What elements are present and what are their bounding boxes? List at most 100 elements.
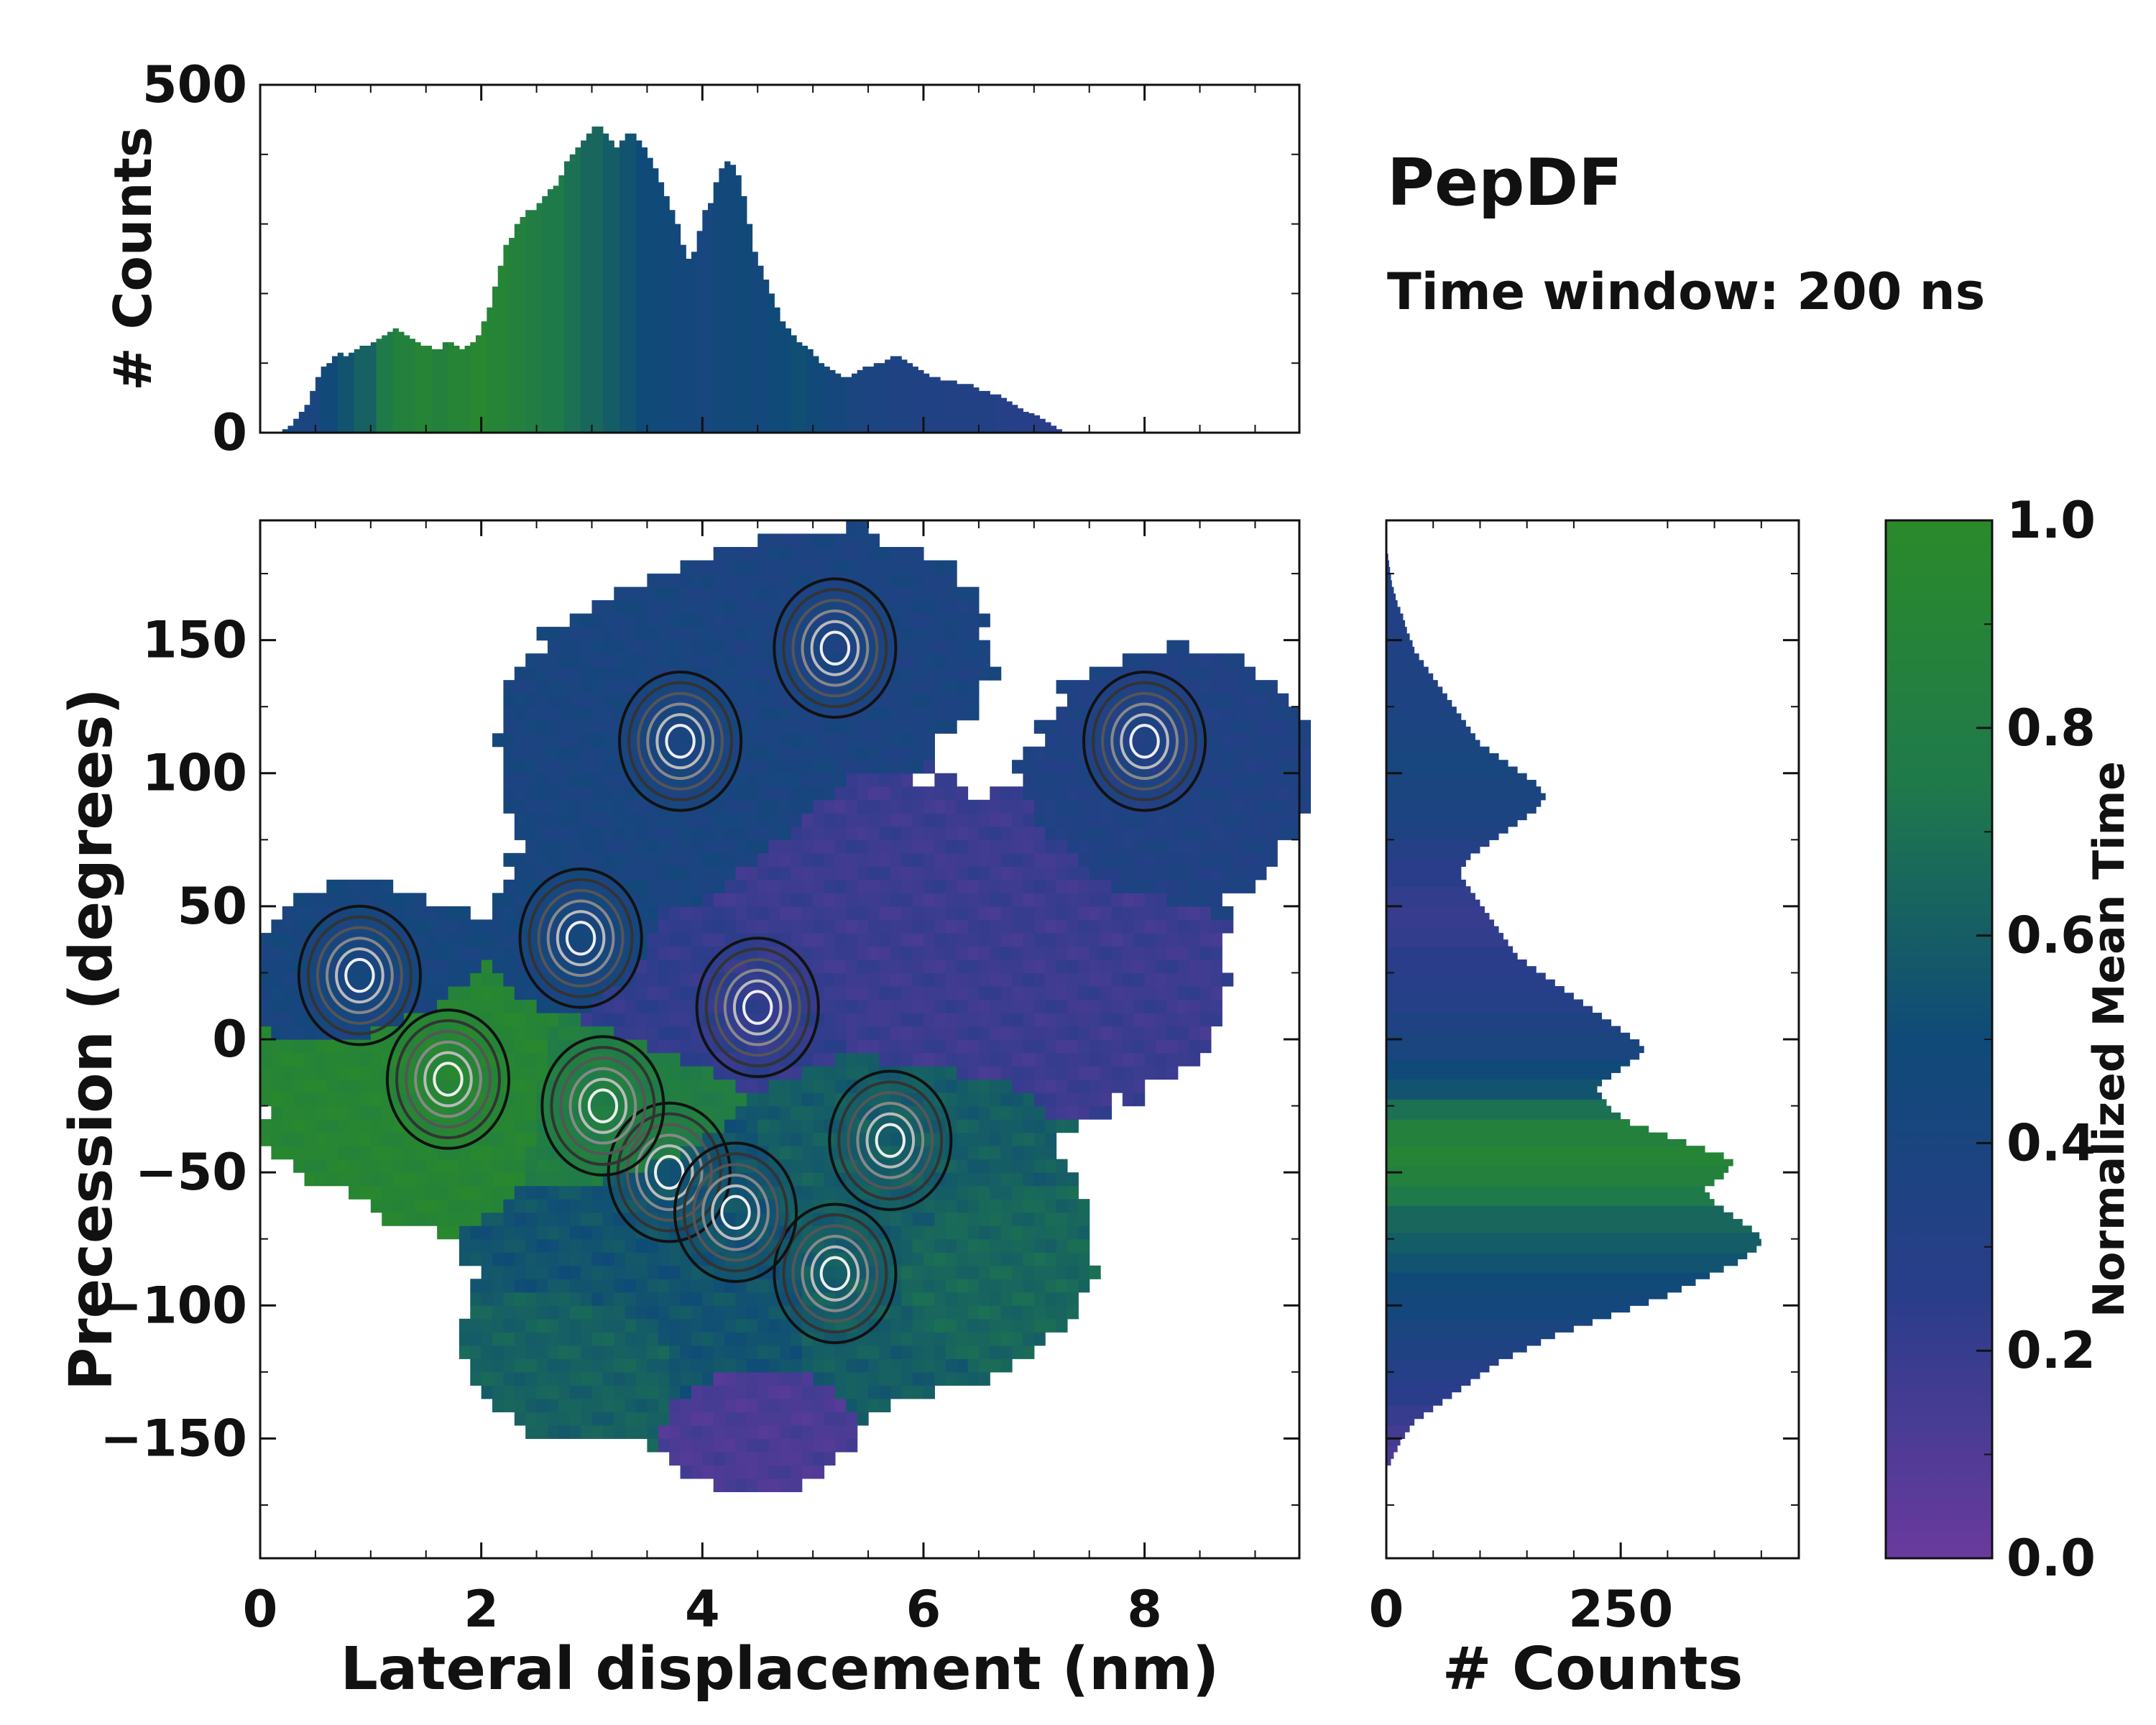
heatmap-cell bbox=[846, 1159, 858, 1173]
heatmap-cell bbox=[591, 627, 604, 641]
heatmap-cell bbox=[857, 533, 869, 548]
heatmap-cell bbox=[448, 906, 460, 920]
heatmap-cell bbox=[591, 852, 604, 867]
heatmap-cell bbox=[735, 852, 747, 867]
heatmap-cell bbox=[647, 1279, 659, 1293]
heatmap-cell bbox=[647, 1238, 659, 1253]
heatmap-cell bbox=[724, 640, 737, 654]
heatmap-cell bbox=[978, 1345, 990, 1359]
heatmap-cell bbox=[370, 1185, 382, 1200]
contour-line bbox=[856, 1101, 925, 1179]
heatmap-cell bbox=[813, 852, 825, 867]
heatmap-cell bbox=[1033, 1172, 1046, 1187]
heatmap-cell bbox=[978, 666, 990, 681]
heatmap-cell bbox=[669, 1425, 681, 1439]
heatmap-cell bbox=[967, 1172, 980, 1187]
right-histogram-bar bbox=[1386, 686, 1443, 694]
heatmap-cell bbox=[1078, 1238, 1090, 1253]
colorbar-tick-label: 0.6 bbox=[2007, 906, 2096, 965]
heatmap-cell bbox=[791, 733, 803, 748]
heatmap-cell bbox=[1233, 653, 1245, 668]
heatmap-cell bbox=[1067, 906, 1079, 920]
heatmap-cell bbox=[1111, 985, 1123, 1000]
heatmap-cell bbox=[581, 1345, 593, 1359]
heatmap-cell bbox=[1045, 746, 1057, 760]
heatmap-cell bbox=[415, 1146, 427, 1160]
heatmap-cell bbox=[349, 1079, 361, 1093]
heatmap-cell bbox=[514, 786, 526, 801]
heatmap-cell bbox=[901, 693, 913, 707]
heatmap-cell bbox=[392, 893, 405, 907]
heatmap-cell bbox=[370, 893, 382, 907]
heatmap-cell bbox=[1033, 1052, 1046, 1067]
heatmap-cell bbox=[425, 1172, 438, 1187]
heatmap-cell bbox=[514, 1012, 526, 1027]
heatmap-cell bbox=[1033, 1199, 1046, 1213]
heatmap-cell bbox=[1045, 1292, 1057, 1306]
heatmap-cell bbox=[680, 959, 692, 974]
heatmap-cell bbox=[680, 1066, 692, 1080]
heatmap-cell bbox=[923, 719, 935, 734]
heatmap-cell bbox=[967, 1159, 980, 1173]
heatmap-cell bbox=[923, 733, 935, 748]
heatmap-cell bbox=[757, 680, 770, 694]
heatmap-cell bbox=[1045, 1212, 1057, 1226]
heatmap-cell bbox=[282, 906, 294, 920]
heatmap-cell bbox=[945, 707, 957, 721]
heatmap-cell bbox=[1033, 1332, 1046, 1346]
heatmap-cell bbox=[1033, 760, 1046, 774]
heatmap-cell bbox=[415, 919, 427, 934]
heatmap-cell bbox=[1277, 707, 1289, 721]
heatmap-cell bbox=[724, 547, 737, 561]
heatmap-cell bbox=[813, 1385, 825, 1399]
colorbar-tick-label: 1.0 bbox=[2007, 491, 2096, 550]
heatmap-cell bbox=[1000, 985, 1013, 1000]
heatmap-cell bbox=[1045, 840, 1057, 854]
heatmap-cell bbox=[1177, 840, 1189, 854]
right-histogram-bar bbox=[1386, 985, 1565, 993]
heatmap-cell bbox=[757, 879, 770, 893]
heatmap-cell bbox=[680, 932, 692, 947]
heatmap-cell bbox=[879, 852, 891, 867]
contour-line bbox=[546, 899, 615, 978]
heatmap-cell bbox=[591, 826, 604, 840]
heatmap-cell bbox=[1156, 840, 1167, 854]
heatmap-cell bbox=[614, 666, 626, 681]
top-histogram-bar bbox=[973, 387, 980, 433]
heatmap-cell bbox=[868, 1398, 880, 1412]
heatmap-cell bbox=[912, 866, 924, 880]
heatmap-cell bbox=[857, 1345, 869, 1359]
heatmap-cell bbox=[702, 1412, 714, 1426]
heatmap-cell bbox=[1012, 1279, 1024, 1293]
heatmap-cell bbox=[525, 999, 538, 1013]
heatmap-cell bbox=[746, 627, 758, 641]
heatmap-cell bbox=[602, 840, 614, 854]
heatmap-cell bbox=[1089, 666, 1101, 681]
heatmap-cell bbox=[890, 773, 902, 787]
heatmap-cell bbox=[1056, 1079, 1068, 1093]
heatmap-cell bbox=[1067, 1185, 1079, 1200]
heatmap-cell bbox=[1067, 746, 1079, 760]
heatmap-cell bbox=[824, 959, 836, 974]
heatmap-cell bbox=[713, 866, 725, 880]
heatmap-cell bbox=[813, 1358, 825, 1373]
heatmap-cell bbox=[957, 1238, 969, 1253]
heatmap-cell bbox=[547, 1199, 559, 1213]
heatmap-cell bbox=[1255, 693, 1267, 707]
heatmap-cell bbox=[957, 1199, 969, 1213]
top-histogram-bar bbox=[437, 349, 443, 433]
heatmap-cell bbox=[824, 1172, 836, 1187]
heatmap-cell bbox=[857, 1039, 869, 1054]
heatmap-cell bbox=[846, 733, 858, 748]
heatmap-cell bbox=[1023, 746, 1035, 760]
heatmap-cell bbox=[691, 1305, 703, 1320]
heatmap-cell bbox=[735, 693, 747, 707]
heatmap-cell bbox=[1100, 959, 1112, 974]
heatmap-cell bbox=[901, 613, 913, 627]
heatmap-cell bbox=[1266, 746, 1278, 760]
heatmap-cell bbox=[1056, 1318, 1068, 1333]
heatmap-cell bbox=[1012, 786, 1024, 801]
heatmap-cell bbox=[735, 1305, 747, 1320]
heatmap-cell bbox=[425, 946, 438, 960]
heatmap-cell bbox=[647, 1371, 659, 1386]
